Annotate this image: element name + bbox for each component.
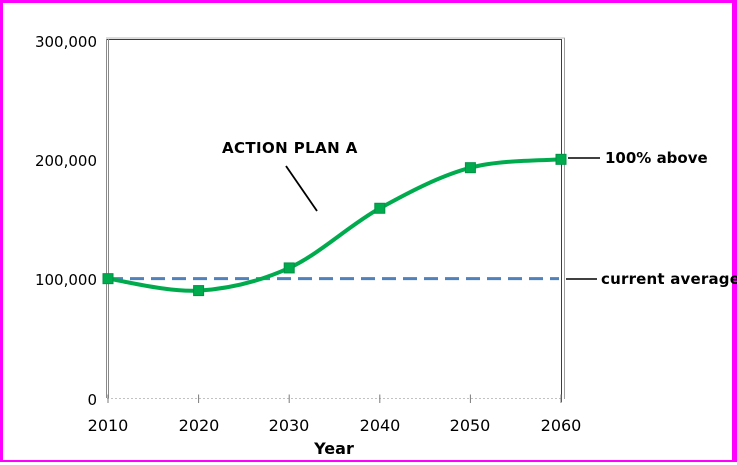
data-point-marker [193,285,205,297]
annotation-action-plan-a: ACTION PLAN A [222,139,358,157]
chart-canvas [102,37,600,403]
x-axis-tick-label: 2060 [540,416,582,435]
y-axis-tick-label: 300,000 [34,33,97,51]
x-axis-tick-label: 2010 [87,416,129,435]
annotation-100-above: 100% above [605,149,708,167]
y-axis-tick-label: 0 [87,391,97,409]
data-point-marker [374,202,386,214]
x-axis-tick-label: 2020 [178,416,220,435]
data-point-marker [464,162,476,174]
data-point-marker [555,153,567,165]
series-markers [102,153,567,297]
y-axis-tick-label: 200,000 [34,152,97,170]
series-line-action-plan-a [106,157,563,293]
x-axis-tick-label: 2050 [449,416,491,435]
y-axis-tick-label: 100,000 [34,271,97,289]
x-axis-title: Year [314,439,354,458]
data-point-marker [283,262,295,274]
annotation-current-average: current average [601,270,737,288]
x-axis-tick-label: 2040 [359,416,401,435]
x-axis-ticks [107,394,562,403]
action-plan-pointer-line [285,165,318,212]
x-axis-tick-label: 2030 [268,416,310,435]
data-point-marker [102,273,114,285]
